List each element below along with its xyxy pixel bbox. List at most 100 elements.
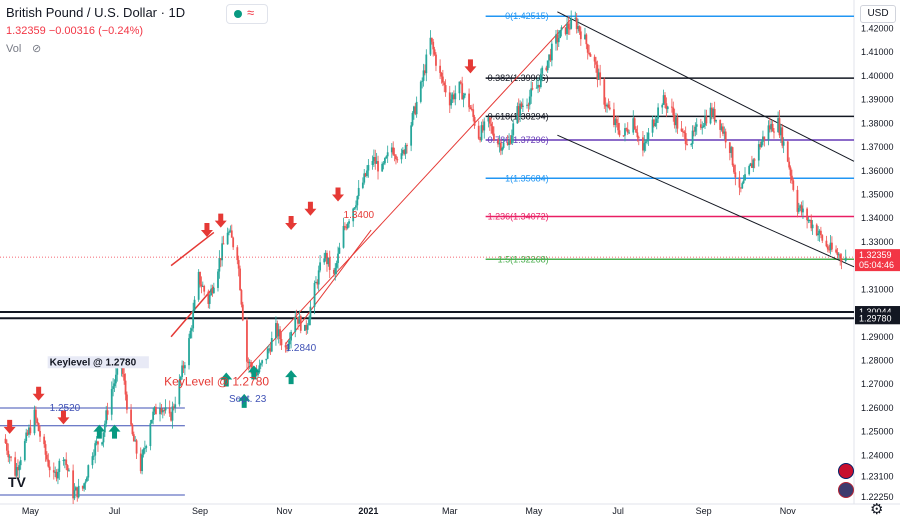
candle-body [247,361,250,364]
candle-body [230,230,233,238]
candle-body [464,93,466,96]
candle-body [574,17,577,19]
arrow-down-icon [214,213,227,228]
candle-body [401,150,404,154]
candle-body [268,348,270,350]
candle-body [453,94,455,100]
candle-body [327,257,330,265]
candle-body [87,465,90,478]
x-tick-label: Sep [192,506,208,516]
candle-body [386,152,389,157]
candle-body [248,362,251,364]
fib-level-label: 1(1.35684) [505,173,549,183]
candle-body [8,456,11,458]
candle-body [258,365,261,373]
candle-body [520,103,523,107]
candle-body [299,315,302,331]
candle-body [57,471,59,479]
arrow-down-icon [464,59,477,74]
candle-body [625,128,628,130]
candle-body [81,485,84,489]
candle-body [295,316,298,318]
x-tick-label: May [525,506,543,516]
candle-body [752,159,755,168]
candle-body [646,140,648,142]
gbp-flag-icon [838,463,854,479]
candle-body [4,438,7,444]
y-tick-label: 1.24000 [861,450,894,460]
x-tick-label: Nov [276,506,293,516]
candle-body [739,187,742,189]
annotation-label: KeyLevel @ 1.2780 [164,374,269,388]
candle-body [424,70,426,74]
candle-body [257,372,259,376]
market-open-icon [234,10,242,18]
fib-level-label: 0(1.42515) [505,11,549,21]
candle-body [705,116,708,124]
candle-body [178,380,181,405]
candle-body [432,41,435,50]
candle-body [771,123,774,132]
candle-body [622,135,625,137]
candle-body [603,79,606,105]
candle-body [635,128,637,133]
candle-body [642,137,644,151]
candle-body [44,444,47,455]
candle-body [170,413,172,421]
candle-body [651,119,654,133]
gear-icon[interactable]: ⚙ [870,501,884,518]
annotation-label: 1.2840 [286,343,317,354]
symbol-title[interactable]: British Pound / U.S. Dollar · 1D [6,5,185,20]
candle-body [25,432,28,442]
volume-label[interactable]: Vol [6,43,22,55]
candle-body [62,460,65,462]
candle-body [704,116,706,126]
candle-body [305,324,308,330]
candle-body [526,104,528,106]
hidden-eye-icon[interactable]: ⊘ [32,43,42,55]
candle-body [575,17,578,30]
candle-body [121,366,124,374]
tradingview-logo-icon[interactable]: TV [8,474,26,490]
candle-body [103,423,106,433]
candle-body [435,54,437,66]
level-price-label: 1.29780 [859,313,892,323]
candle-body [246,320,248,362]
candle-body [702,125,705,128]
candle-body [161,410,164,413]
close-value: 1.32359 [6,25,46,37]
candle-body [501,147,504,151]
candle-body [762,136,764,142]
arrow-down-icon [32,386,45,401]
candle-body [643,143,646,151]
candle-body [818,230,821,234]
candle-body [664,95,666,104]
arrow-down-icon [200,223,213,238]
candle-body [458,81,461,94]
candle-body [342,225,345,248]
arrow-down-icon [332,187,345,202]
candle-body [472,109,475,117]
candle-body [749,163,752,167]
y-tick-label: 1.23100 [861,472,894,482]
candle-body [564,27,567,35]
candle-body [371,160,374,165]
candle-body [150,419,153,424]
candle-body [748,166,751,175]
candle-body [363,173,366,183]
candle-body [217,271,219,288]
candle-body [835,249,837,253]
candle-body [806,208,808,221]
y-tick-label: 1.36000 [861,166,894,176]
candle-body [77,485,80,498]
candle-body [102,432,105,443]
status-pill[interactable]: ≈ [226,4,268,24]
candle-body [142,448,145,455]
currency-button[interactable]: USD [860,5,896,23]
candle-body [385,156,388,159]
candle-body [712,108,715,117]
candle-body [91,456,94,466]
candle-body [232,237,235,248]
candle-body [672,107,675,116]
